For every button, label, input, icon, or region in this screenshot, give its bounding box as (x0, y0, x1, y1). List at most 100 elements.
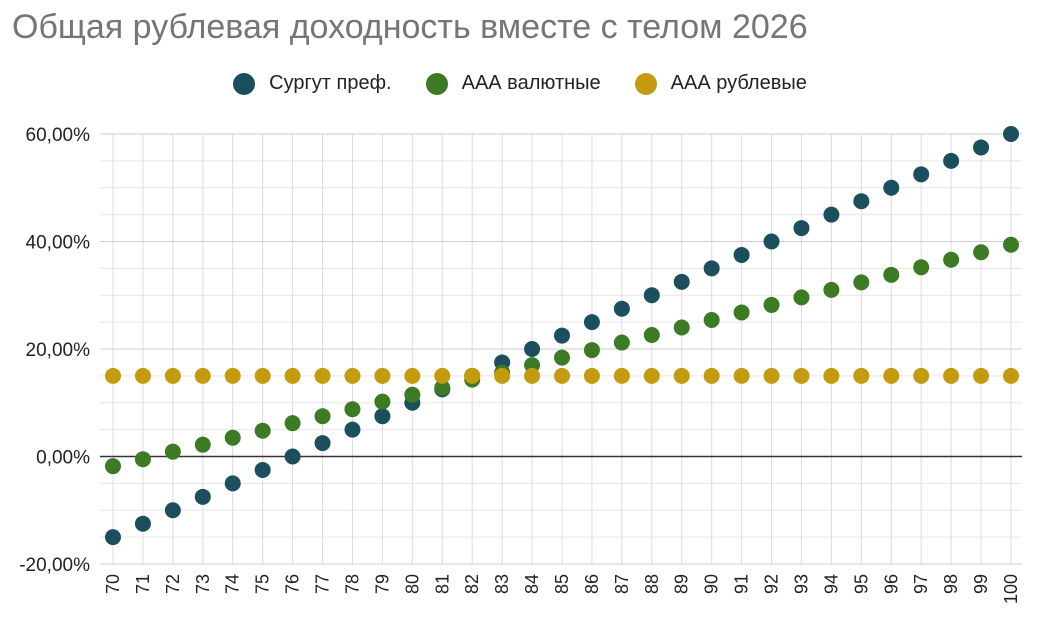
data-point-series-3 (733, 367, 750, 384)
data-point-series-2 (733, 304, 750, 321)
legend-label-series-2: ААА валютные (461, 72, 601, 94)
data-point-series-2 (284, 415, 301, 432)
data-point-series-2 (404, 386, 421, 403)
data-point-series-3 (763, 367, 780, 384)
data-point-series-3 (224, 367, 241, 384)
data-point-series-1 (583, 314, 600, 331)
data-point-series-1 (853, 193, 870, 210)
data-point-series-1 (973, 139, 990, 156)
x-tick-label: 70 (103, 574, 123, 594)
data-point-series-2 (853, 274, 870, 291)
data-point-series-3 (284, 367, 301, 384)
legend-item-series-2: ААА валютные (425, 72, 601, 95)
data-point-series-3 (554, 367, 570, 384)
y-tick-label: 0,00% (36, 448, 90, 469)
legend-marker-series-3 (634, 72, 657, 95)
data-point-series-1 (554, 327, 570, 344)
data-point-series-2 (613, 334, 630, 351)
data-point-series-1 (164, 502, 181, 519)
x-tick-label: 73 (193, 574, 213, 594)
data-point-series-3 (494, 367, 511, 384)
data-point-series-1 (823, 206, 840, 223)
data-point-series-2 (314, 408, 331, 425)
data-point-series-2 (673, 319, 690, 336)
data-point-series-2 (793, 289, 810, 306)
y-tick-label: 60,00% (26, 125, 91, 146)
data-point-series-3 (613, 367, 630, 384)
data-point-series-3 (404, 367, 421, 384)
data-point-series-1 (733, 246, 750, 263)
x-tick-label: 81 (432, 574, 452, 594)
data-point-series-1 (913, 166, 930, 183)
chart-legend: Сургут преф. ААА валютные ААА рублевые (0, 72, 1040, 95)
data-point-series-2 (823, 281, 840, 298)
x-tick-label: 78 (342, 574, 362, 594)
data-point-series-2 (194, 436, 211, 453)
data-point-series-3 (464, 367, 481, 384)
y-tick-label: -20,00% (19, 555, 90, 576)
x-tick-label: 79 (372, 574, 392, 594)
data-point-series-1 (194, 488, 211, 505)
data-point-series-1 (344, 421, 361, 438)
data-point-series-1 (374, 408, 391, 425)
legend-marker-series-1 (233, 72, 256, 95)
data-point-series-1 (703, 260, 720, 277)
x-tick-label: 97 (911, 574, 931, 594)
data-point-series-3 (134, 367, 151, 384)
legend-item-series-3: ААА рублевые (634, 72, 807, 95)
data-point-series-1 (613, 300, 630, 317)
data-point-series-1 (883, 179, 900, 196)
data-point-series-3 (913, 367, 930, 384)
x-tick-label: 84 (522, 574, 542, 594)
x-tick-label: 72 (163, 574, 183, 594)
legend-label-series-3: ААА рублевые (670, 72, 807, 94)
data-point-series-2 (883, 266, 900, 283)
data-point-series-2 (1003, 236, 1019, 253)
x-tick-label: 77 (313, 574, 333, 594)
chart-title: Общая рублевая доходность вместе с телом… (12, 8, 808, 46)
data-point-series-2 (763, 296, 780, 313)
x-tick-label: 100 (1001, 574, 1021, 604)
data-point-series-1 (105, 529, 121, 546)
data-point-series-3 (703, 367, 720, 384)
data-point-series-1 (254, 461, 271, 478)
data-point-series-2 (105, 458, 121, 475)
data-point-series-2 (703, 311, 720, 328)
data-point-series-2 (224, 429, 241, 446)
data-point-series-1 (524, 341, 541, 357)
x-tick-label: 83 (492, 574, 512, 594)
x-tick-label: 71 (133, 574, 153, 594)
data-point-series-3 (194, 367, 211, 384)
y-tick-label: 40,00% (26, 233, 91, 254)
data-point-series-2 (374, 393, 391, 410)
x-tick-label: 89 (672, 574, 692, 594)
x-tick-label: 92 (762, 574, 782, 594)
data-point-series-1 (284, 448, 301, 465)
data-point-series-2 (254, 422, 271, 439)
data-point-series-1 (793, 220, 810, 237)
x-tick-label: 93 (791, 574, 811, 594)
x-tick-label: 99 (971, 574, 991, 594)
x-tick-label: 95 (851, 574, 871, 594)
x-tick-label: 80 (402, 574, 422, 594)
data-point-series-3 (344, 367, 361, 384)
data-point-series-3 (793, 367, 810, 384)
data-point-series-2 (943, 251, 960, 268)
data-point-series-1 (673, 273, 690, 290)
data-point-series-3 (164, 367, 181, 384)
x-tick-label: 96 (881, 574, 901, 594)
x-tick-label: 98 (941, 574, 961, 594)
data-point-series-3 (374, 367, 391, 384)
legend-item-series-1: Сургут преф. (233, 72, 392, 95)
data-point-series-1 (643, 287, 660, 304)
x-tick-label: 90 (702, 574, 722, 594)
data-point-series-2 (434, 379, 451, 396)
x-tick-label: 82 (462, 574, 482, 594)
data-point-series-1 (763, 233, 780, 250)
y-tick-label: 20,00% (26, 340, 91, 361)
data-point-series-2 (344, 401, 361, 418)
data-point-series-3 (105, 367, 121, 384)
data-point-series-3 (943, 367, 960, 384)
data-point-series-3 (883, 367, 900, 384)
